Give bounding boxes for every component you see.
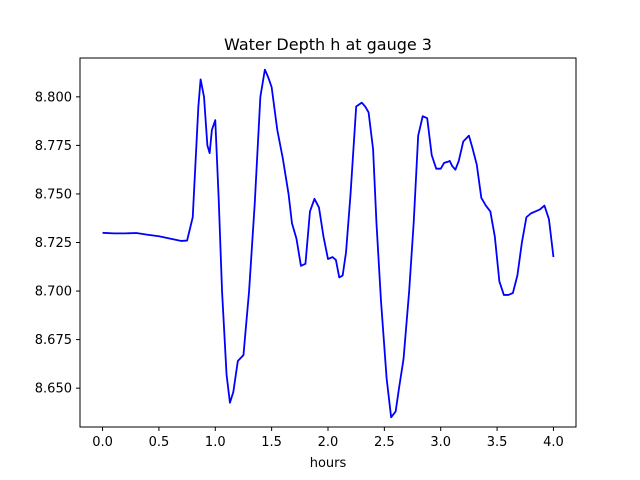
y-tick-label: 8.650 <box>35 382 72 397</box>
x-tick-label: 2.5 <box>374 435 395 450</box>
x-tick-label: 1.0 <box>205 435 226 450</box>
x-tick-label: 2.0 <box>318 435 339 450</box>
y-tick-label: 8.725 <box>35 236 72 251</box>
y-tick-label: 8.800 <box>35 90 72 105</box>
chart-title: Water Depth h at gauge 3 <box>224 35 432 54</box>
x-tick-label: 0.5 <box>149 435 170 450</box>
y-tick-label: 8.750 <box>35 187 72 202</box>
axes-frame <box>79 57 577 428</box>
x-tick-label: 3.5 <box>487 435 508 450</box>
x-tick-label: 4.0 <box>543 435 564 450</box>
x-tick-label: 1.5 <box>261 435 282 450</box>
y-tick-label: 8.675 <box>35 333 72 348</box>
series-line-0 <box>102 68 555 419</box>
y-tick-label: 8.700 <box>35 285 72 300</box>
x-axis-label: hours <box>310 456 347 471</box>
x-tick-label: 3.0 <box>430 435 451 450</box>
x-axis: 0.0 0.5 1.0 1.5 2.0 2.5 3.0 3.5 4.0 <box>92 427 564 450</box>
x-tick-label: 0.0 <box>92 435 113 450</box>
plot-area <box>102 68 555 419</box>
y-axis: 8.650 8.675 8.700 8.725 8.750 8.775 8.800 <box>35 90 80 397</box>
y-tick-label: 8.775 <box>35 139 72 154</box>
